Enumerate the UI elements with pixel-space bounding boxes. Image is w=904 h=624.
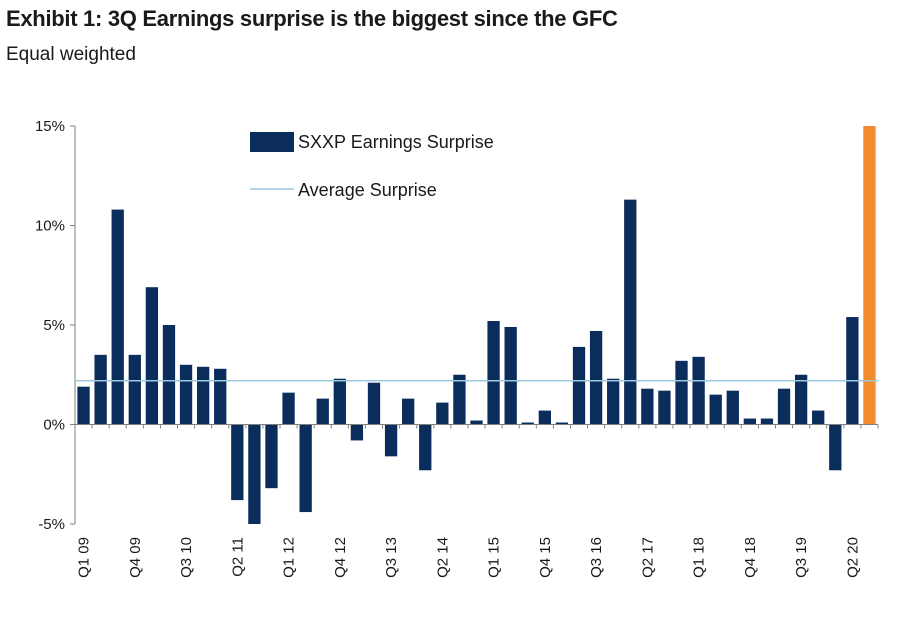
- bar-q4-18: [743, 418, 757, 425]
- bar-q2-11: [231, 424, 244, 501]
- bar-q3-20: [863, 126, 876, 425]
- bar-q2-18: [709, 394, 722, 425]
- bar-q1-20: [829, 424, 842, 471]
- bar-q3-12: [316, 398, 329, 425]
- bar-q2-10: [162, 325, 176, 425]
- bar-q3-10: [179, 364, 193, 425]
- bar-q2-20: [846, 317, 859, 425]
- bar-q4-12: [333, 378, 346, 425]
- y-axis: -5% 0% 5% 10% 15%: [35, 118, 76, 533]
- x-tick-label: Q3 13: [383, 537, 400, 578]
- x-tick-label: Q4 09: [127, 537, 144, 578]
- x-tick-label: Q1 12: [281, 537, 298, 578]
- bar-q4-11: [265, 424, 278, 489]
- legend: SXXP Earnings Surprise Average Surprise: [250, 132, 494, 200]
- legend-label-average-surprise: Average Surprise: [298, 180, 437, 200]
- bar-q3-18: [726, 390, 739, 425]
- bar-q4-15: [538, 410, 551, 425]
- bar-q1-14: [419, 424, 432, 471]
- x-tick-label: Q2 20: [844, 537, 861, 578]
- bar-q3-16: [589, 330, 603, 425]
- y-tick-label: 15%: [35, 118, 65, 135]
- y-tick-label: 5%: [43, 317, 65, 334]
- bar-q3-13: [384, 424, 398, 457]
- bar-q1-17: [624, 199, 637, 425]
- bar-q3-15: [521, 422, 534, 425]
- bar-q3-17: [658, 390, 671, 425]
- bar-q3-14: [453, 374, 466, 425]
- bar-q2-17: [641, 388, 654, 425]
- legend-label-earnings-surprise: SXXP Earnings Surprise: [298, 132, 494, 152]
- bar-q1-11: [214, 368, 227, 425]
- bar-q1-13: [350, 424, 364, 441]
- bar-q3-19: [794, 374, 808, 425]
- bar-q4-17: [675, 360, 688, 425]
- bars-group: [77, 126, 876, 524]
- bar-q1-15: [487, 321, 500, 425]
- chart-subtitle: Equal weighted: [6, 44, 136, 65]
- bar-q4-10: [196, 366, 210, 425]
- bar-q1-19: [760, 418, 774, 425]
- x-tick-label: Q3 10: [178, 537, 195, 578]
- bar-q2-16: [572, 346, 586, 425]
- chart-title: Exhibit 1: 3Q Earnings surprise is the b…: [6, 6, 618, 31]
- bar-q2-15: [504, 326, 517, 425]
- bar-q1-10: [145, 287, 159, 425]
- bar-q2-14: [436, 402, 449, 425]
- x-tick-label: Q1 18: [691, 537, 708, 578]
- x-tick-label: Q2 17: [639, 537, 656, 578]
- bar-q2-12: [299, 424, 312, 513]
- x-tick-label: Q3 19: [793, 537, 810, 578]
- x-tick-label: Q4 12: [332, 537, 349, 578]
- bar-q2-09: [94, 354, 107, 425]
- bar-q3-09: [111, 209, 124, 425]
- x-tick-label: Q4 18: [742, 537, 759, 578]
- y-tick-label: 0%: [43, 417, 65, 434]
- x-tick-label: Q1 09: [76, 537, 93, 578]
- bar-q4-14: [470, 420, 483, 425]
- x-tick-label: Q1 15: [486, 537, 503, 578]
- y-tick-label: 10%: [35, 218, 65, 235]
- x-axis: [74, 424, 879, 429]
- bar-q1-16: [555, 422, 569, 425]
- bar-q2-13: [367, 382, 381, 425]
- bar-q4-19: [812, 410, 825, 425]
- bar-q4-09: [128, 354, 141, 425]
- bar-q4-13: [402, 398, 415, 425]
- legend-swatch-earnings-surprise: [250, 132, 294, 152]
- bar-q2-19: [777, 388, 791, 425]
- x-tick-labels: Q1 09 Q4 09 Q3 10 Q2 11 Q1 12 Q4 12 Q3 13 Q2 14…: [76, 537, 862, 578]
- bar-q1-09: [77, 386, 90, 425]
- x-tick-label: Q2 11: [229, 537, 246, 577]
- bar-q4-16: [607, 378, 620, 425]
- bar-q1-12: [282, 392, 295, 425]
- x-tick-label: Q3 16: [588, 537, 605, 578]
- x-tick-label: Q2 14: [434, 537, 451, 578]
- y-tick-label: -5%: [38, 516, 65, 533]
- bar-q3-11: [248, 424, 261, 524]
- bar-q1-18: [692, 356, 705, 425]
- x-tick-label: Q4 15: [537, 537, 554, 578]
